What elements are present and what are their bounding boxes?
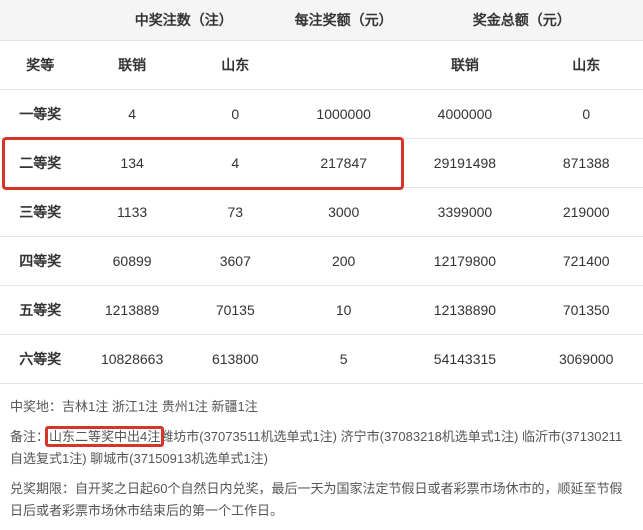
cell-total-shandong: 871388: [529, 139, 643, 188]
cell-total-shandong: 701350: [529, 286, 643, 335]
note-redemption-period: 兑奖期限：自开奖之日起60个自然日内兑奖，最后一天为国家法定节假日或者彩票市场休…: [10, 478, 633, 522]
cell-shandong: 0: [184, 90, 287, 139]
table-row: 六等奖108286636138005541433153069000: [0, 335, 643, 384]
table-row: 一等奖40100000040000000: [0, 90, 643, 139]
cell-per-amount: 217847: [287, 139, 401, 188]
cell-per-amount: 5: [287, 335, 401, 384]
note1-label: 中奖地：: [10, 399, 62, 414]
cell-lianxiao: 1133: [81, 188, 184, 237]
cell-per-amount: 1000000: [287, 90, 401, 139]
cell-total-lianxiao: 54143315: [400, 335, 529, 384]
note3-label: 兑奖期限：: [10, 481, 75, 496]
cell-lianxiao: 10828663: [81, 335, 184, 384]
header-total-prize: 奖金总额（元）: [400, 0, 643, 41]
header-group-row: 中奖注数（注） 每注奖额（元） 奖金总额（元）: [0, 0, 643, 41]
table-row: 三等奖11337330003399000219000: [0, 188, 643, 237]
note1-text: 吉林1注 浙江1注 贵州1注 新疆1注: [62, 399, 258, 414]
col-prize-level: 奖等: [0, 41, 81, 90]
col-lianxiao: 联销: [81, 41, 184, 90]
cell-level: 三等奖: [0, 188, 81, 237]
cell-total-shandong: 219000: [529, 188, 643, 237]
cell-total-shandong: 0: [529, 90, 643, 139]
col-total-lianxiao: 联销: [400, 41, 529, 90]
cell-shandong: 4: [184, 139, 287, 188]
note2-label: 备注：: [10, 429, 49, 444]
note-winning-locations: 中奖地：吉林1注 浙江1注 贵州1注 新疆1注: [10, 396, 633, 418]
cell-level: 六等奖: [0, 335, 81, 384]
cell-total-shandong: 3069000: [529, 335, 643, 384]
cell-total-lianxiao: 12179800: [400, 237, 529, 286]
cell-total-lianxiao: 12138890: [400, 286, 529, 335]
cell-per-amount: 10: [287, 286, 401, 335]
sub-header-row: 奖等 联销 山东 联销 山东: [0, 41, 643, 90]
note-remarks: 备注：山东二等奖中出4注潍坊市(37073511机选单式1注) 济宁市(3708…: [10, 426, 633, 470]
cell-level: 一等奖: [0, 90, 81, 139]
header-winning-count: 中奖注数（注）: [81, 0, 287, 41]
prize-table: 中奖注数（注） 每注奖额（元） 奖金总额（元） 奖等 联销 山东 联销 山东 一…: [0, 0, 643, 384]
cell-per-amount: 200: [287, 237, 401, 286]
cell-lianxiao: 4: [81, 90, 184, 139]
cell-level: 五等奖: [0, 286, 81, 335]
lottery-results-container: 中奖注数（注） 每注奖额（元） 奖金总额（元） 奖等 联销 山东 联销 山东 一…: [0, 0, 643, 384]
table-row: 四等奖60899360720012179800721400: [0, 237, 643, 286]
col-total-shandong: 山东: [529, 41, 643, 90]
notes: 中奖地：吉林1注 浙江1注 贵州1注 新疆1注 备注：山东二等奖中出4注潍坊市(…: [0, 384, 643, 522]
cell-lianxiao: 1213889: [81, 286, 184, 335]
table-body: 一等奖40100000040000000二等奖13442178472919149…: [0, 90, 643, 384]
col-per-amount: [287, 41, 401, 90]
header-per-bet-amount: 每注奖额（元）: [287, 0, 401, 41]
cell-shandong: 70135: [184, 286, 287, 335]
note2-highlight-text: 山东二等奖中出4注: [49, 429, 160, 444]
header-blank: [0, 0, 81, 41]
cell-per-amount: 3000: [287, 188, 401, 237]
col-shandong: 山东: [184, 41, 287, 90]
note3-text: 自开奖之日起60个自然日内兑奖，最后一天为国家法定节假日或者彩票市场休市的，顺延…: [10, 481, 622, 518]
cell-total-lianxiao: 3399000: [400, 188, 529, 237]
cell-total-shandong: 721400: [529, 237, 643, 286]
table-row: 五等奖1213889701351012138890701350: [0, 286, 643, 335]
cell-level: 四等奖: [0, 237, 81, 286]
table-row: 二等奖134421784729191498871388: [0, 139, 643, 188]
cell-lianxiao: 60899: [81, 237, 184, 286]
cell-shandong: 613800: [184, 335, 287, 384]
cell-level: 二等奖: [0, 139, 81, 188]
cell-total-lianxiao: 4000000: [400, 90, 529, 139]
cell-lianxiao: 134: [81, 139, 184, 188]
cell-shandong: 73: [184, 188, 287, 237]
cell-total-lianxiao: 29191498: [400, 139, 529, 188]
notes-container: 中奖地：吉林1注 浙江1注 贵州1注 新疆1注 备注：山东二等奖中出4注潍坊市(…: [0, 384, 643, 522]
cell-shandong: 3607: [184, 237, 287, 286]
